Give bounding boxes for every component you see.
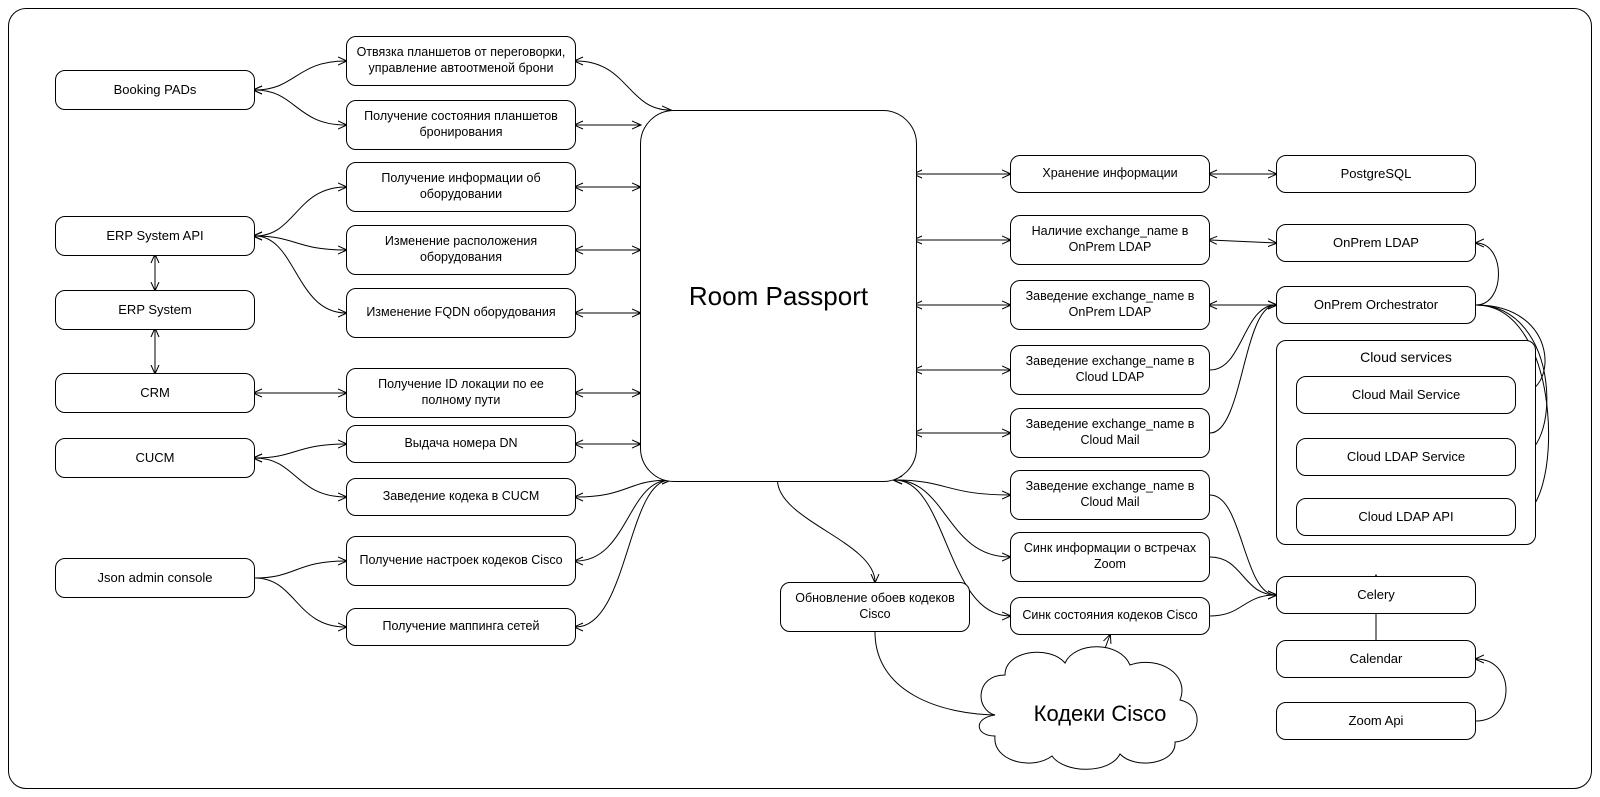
node-op-wallpaper: Обновление обоев кодеков Cisco	[780, 582, 970, 632]
node-op-dn-label: Выдача номера DN	[404, 436, 517, 452]
node-r-store: Хранение информации	[1010, 155, 1210, 193]
node-celery: Celery	[1276, 576, 1476, 614]
node-erp-api: ERP System API	[55, 216, 255, 256]
node-celery-label: Celery	[1357, 587, 1395, 603]
node-calendar: Calendar	[1276, 640, 1476, 678]
node-op-eq-fqdn: Изменение FQDN оборудования	[346, 288, 576, 338]
node-postgres-label: PostgreSQL	[1341, 166, 1412, 182]
node-json-console-label: Json admin console	[98, 570, 213, 586]
node-cloud-ldap-svc: Cloud LDAP Service	[1296, 438, 1516, 476]
node-op-cisco-cfg-label: Получение настроек кодеков Cisco	[359, 553, 562, 569]
node-r-new-onprem: Заведение exchange_name в OnPrem LDAP	[1010, 280, 1210, 330]
node-r-new-cmail2: Заведение exchange_name в Cloud Mail	[1010, 470, 1210, 520]
node-op-codec-cucm-label: Заведение кодека в CUCM	[383, 489, 540, 505]
node-onprem-orch-label: OnPrem Orchestrator	[1314, 297, 1438, 313]
node-r-new-cmail2-label: Заведение exchange_name в Cloud Mail	[1019, 479, 1201, 510]
node-op-eq-info: Получение информации об оборудовании	[346, 162, 576, 212]
node-op-unlink: Отвязка планшетов от переговорки, управл…	[346, 36, 576, 86]
node-erp-api-label: ERP System API	[106, 228, 203, 244]
node-cloud-mail: Cloud Mail Service	[1296, 376, 1516, 414]
node-op-unlink-label: Отвязка планшетов от переговорки, управл…	[355, 45, 567, 76]
node-booking-pads: Booking PADs	[55, 70, 255, 110]
node-crm: CRM	[55, 373, 255, 413]
center-label: Room Passport	[689, 281, 868, 312]
node-op-eq-info-label: Получение информации об оборудовании	[355, 171, 567, 202]
node-onprem-orch: OnPrem Orchestrator	[1276, 286, 1476, 324]
node-op-pad-state-label: Получение состояния планшетов бронирован…	[355, 109, 567, 140]
node-r-cisco-sync: Синк состояния кодеков Cisco	[1010, 597, 1210, 635]
node-crm-label: CRM	[140, 385, 170, 401]
node-r-new-onprem-label: Заведение exchange_name в OnPrem LDAP	[1019, 289, 1201, 320]
node-json-console: Json admin console	[55, 558, 255, 598]
node-r-zoom-sync: Синк информации о встречах Zoom	[1010, 532, 1210, 582]
cisco-cloud-label: Кодеки Cisco	[1015, 701, 1185, 727]
node-cucm-label: CUCM	[136, 450, 175, 466]
node-op-cisco-cfg: Получение настроек кодеков Cisco	[346, 536, 576, 586]
node-cucm: CUCM	[55, 438, 255, 478]
node-erp-system: ERP System	[55, 290, 255, 330]
node-op-net-map: Получение маппинга сетей	[346, 608, 576, 646]
node-cloud-mail-label: Cloud Mail Service	[1352, 387, 1460, 403]
node-zoom-api: Zoom Api	[1276, 702, 1476, 740]
node-op-wallpaper-label: Обновление обоев кодеков Cisco	[789, 591, 961, 622]
node-r-new-cldap: Заведение exchange_name в Cloud LDAP	[1010, 345, 1210, 395]
node-op-eq-move: Изменение расположения оборудования	[346, 225, 576, 275]
center-room-passport: Room Passport	[640, 110, 917, 482]
node-r-new-cmail: Заведение exchange_name в Cloud Mail	[1010, 408, 1210, 458]
node-r-store-label: Хранение информации	[1042, 166, 1177, 182]
node-cloud-ldap-api: Cloud LDAP API	[1296, 498, 1516, 536]
node-calendar-label: Calendar	[1350, 651, 1403, 667]
node-op-net-map-label: Получение маппинга сетей	[383, 619, 540, 635]
node-onprem-ldap-label: OnPrem LDAP	[1333, 235, 1419, 251]
group-cloud-services-label: Cloud services	[1360, 349, 1452, 365]
node-cloud-ldap-api-label: Cloud LDAP API	[1358, 509, 1453, 525]
node-r-cisco-sync-label: Синк состояния кодеков Cisco	[1022, 608, 1197, 624]
node-r-zoom-sync-label: Синк информации о встречах Zoom	[1019, 541, 1201, 572]
node-onprem-ldap: OnPrem LDAP	[1276, 224, 1476, 262]
node-r-has-onprem-label: Наличие exchange_name в OnPrem LDAP	[1019, 224, 1201, 255]
node-r-new-cldap-label: Заведение exchange_name в Cloud LDAP	[1019, 354, 1201, 385]
node-cloud-ldap-svc-label: Cloud LDAP Service	[1347, 449, 1465, 465]
node-op-loc-id: Получение ID локации по ее полному пути	[346, 368, 576, 418]
node-booking-pads-label: Booking PADs	[114, 82, 197, 98]
node-zoom-api-label: Zoom Api	[1349, 713, 1404, 729]
node-erp-system-label: ERP System	[118, 302, 191, 318]
node-postgres: PostgreSQL	[1276, 155, 1476, 193]
node-op-codec-cucm: Заведение кодека в CUCM	[346, 478, 576, 516]
node-op-eq-fqdn-label: Изменение FQDN оборудования	[366, 305, 555, 321]
node-op-pad-state: Получение состояния планшетов бронирован…	[346, 100, 576, 150]
node-op-eq-move-label: Изменение расположения оборудования	[355, 234, 567, 265]
node-op-dn: Выдача номера DN	[346, 425, 576, 463]
node-op-loc-id-label: Получение ID локации по ее полному пути	[355, 377, 567, 408]
node-r-has-onprem: Наличие exchange_name в OnPrem LDAP	[1010, 215, 1210, 265]
node-r-new-cmail-label: Заведение exchange_name в Cloud Mail	[1019, 417, 1201, 448]
